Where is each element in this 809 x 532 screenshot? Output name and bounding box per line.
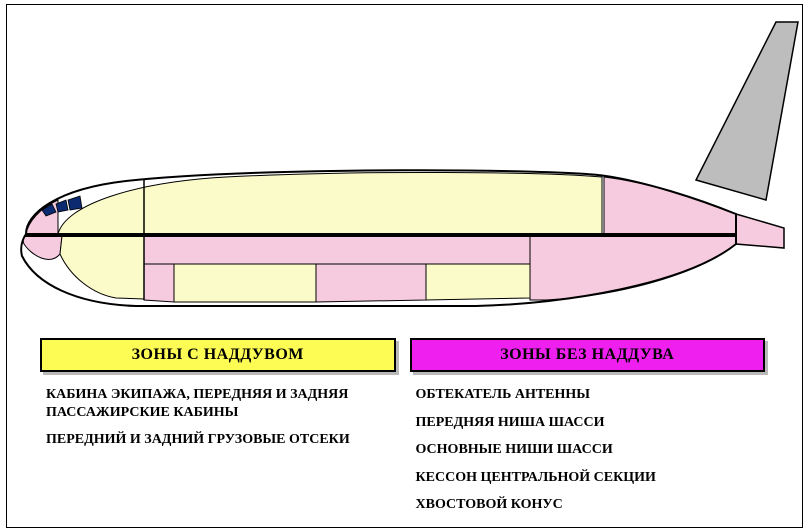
legend-unpressurized: ЗОНЫ БЕЗ НАДДУВА ОБТЕКАТЕЛЬ АНТЕННЫ ПЕРЕД… bbox=[410, 338, 766, 530]
aircraft-diagram bbox=[6, 4, 803, 329]
legend-item: ОБТЕКАТЕЛЬ АНТЕННЫ bbox=[416, 386, 760, 404]
unpressurized-center-wing-box bbox=[316, 264, 426, 302]
cockpit-window-2 bbox=[68, 196, 82, 210]
legend-items-pressurized: КАБИНА ЭКИПАЖА, ПЕРЕДНЯЯ И ЗАДНЯЯ ПАССАЖ… bbox=[40, 372, 396, 465]
legend-item: ХВОСТОВОЙ КОНУС bbox=[416, 496, 760, 514]
pressurized-cabin-upper bbox=[58, 172, 602, 236]
pressurized-fwd-cargo bbox=[174, 264, 316, 302]
unpressurized-main-gear-bay bbox=[144, 236, 530, 264]
pressurized-cockpit-lower bbox=[60, 236, 144, 299]
legend-item: КЕССОН ЦЕНТРАЛЬНОЙ СЕКЦИИ bbox=[416, 469, 760, 487]
legend-item: КАБИНА ЭКИПАЖА, ПЕРЕДНЯЯ И ЗАДНЯЯ ПАССАЖ… bbox=[46, 386, 390, 421]
pressurized-aft-cargo bbox=[426, 264, 530, 300]
unpressurized-aft-belly bbox=[530, 236, 736, 300]
legend-items-unpressurized: ОБТЕКАТЕЛЬ АНТЕННЫ ПЕРЕДНЯЯ НИША ШАССИ ОСН… bbox=[410, 372, 766, 530]
legend: ЗОНЫ С НАДДУВОМ КАБИНА ЭКИПАЖА, ПЕРЕДНЯЯ… bbox=[40, 338, 765, 530]
aircraft-svg bbox=[6, 4, 803, 329]
vertical-fin bbox=[696, 22, 798, 200]
legend-header-unpressurized: ЗОНЫ БЕЗ НАДДУВА bbox=[410, 338, 766, 372]
legend-pressurized: ЗОНЫ С НАДДУВОМ КАБИНА ЭКИПАЖА, ПЕРЕДНЯЯ… bbox=[40, 338, 396, 530]
legend-item: ОСНОВНЫЕ НИШИ ШАССИ bbox=[416, 441, 760, 459]
legend-item: ПЕРЕДНЯЯ НИША ШАССИ bbox=[416, 414, 760, 432]
tail-rear bbox=[736, 214, 784, 248]
legend-header-pressurized: ЗОНЫ С НАДДУВОМ bbox=[40, 338, 396, 372]
legend-item: ПЕРЕДНИЙ И ЗАДНИЙ ГРУЗОВЫЕ ОТСЕКИ bbox=[46, 431, 390, 449]
